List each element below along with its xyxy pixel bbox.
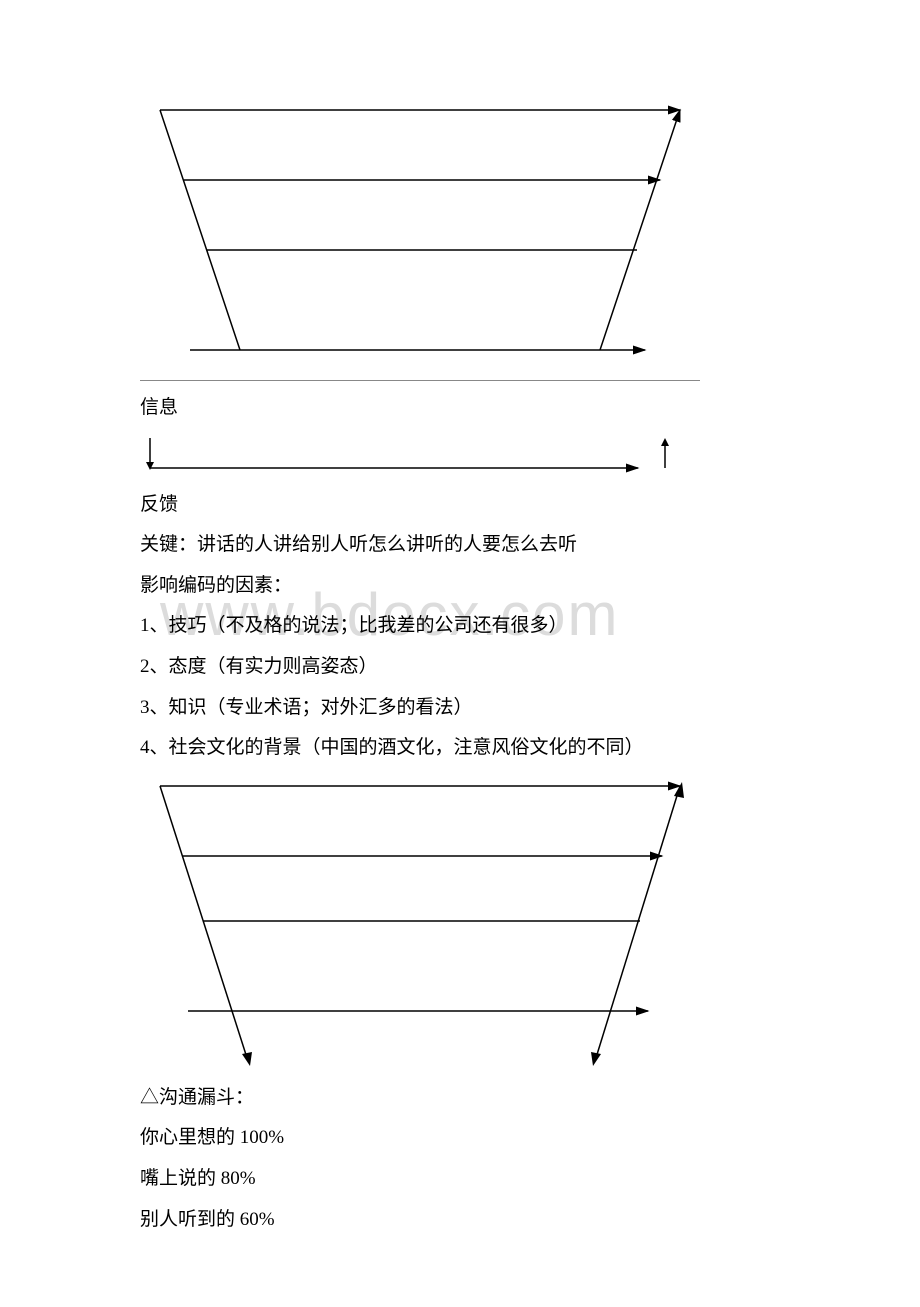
text-factors-title: 影响编码的因素： xyxy=(140,573,780,600)
funnel-diagram-1 xyxy=(140,100,700,380)
leak-item-1: 你心里想的 100% xyxy=(140,1125,780,1152)
label-info: 信息 xyxy=(140,395,780,422)
factor-item-4: 4、社会文化的背景（中国的酒文化，注意风俗文化的不同） xyxy=(140,735,780,762)
factor-item-2: 2、态度（有实力则高姿态） xyxy=(140,654,780,681)
leak-item-2: 嘴上说的 80% xyxy=(140,1166,780,1193)
label-feedback: 反馈 xyxy=(140,492,780,519)
text-key: 关键：讲话的人讲给别人听怎么讲听的人要怎么去听 xyxy=(140,532,780,559)
leak-item-3: 别人听到的 60% xyxy=(140,1207,780,1234)
funnel-diagram-2 xyxy=(140,776,700,1071)
factor-item-1: 1、技巧（不及格的说法；比我差的公司还有很多） xyxy=(140,613,780,640)
factor-item-3: 3、知识（专业术语；对外汇多的看法） xyxy=(140,695,780,722)
feedback-arrow-diagram xyxy=(140,436,680,478)
leak-title: △沟通漏斗： xyxy=(140,1085,780,1112)
divider-line xyxy=(140,380,700,381)
